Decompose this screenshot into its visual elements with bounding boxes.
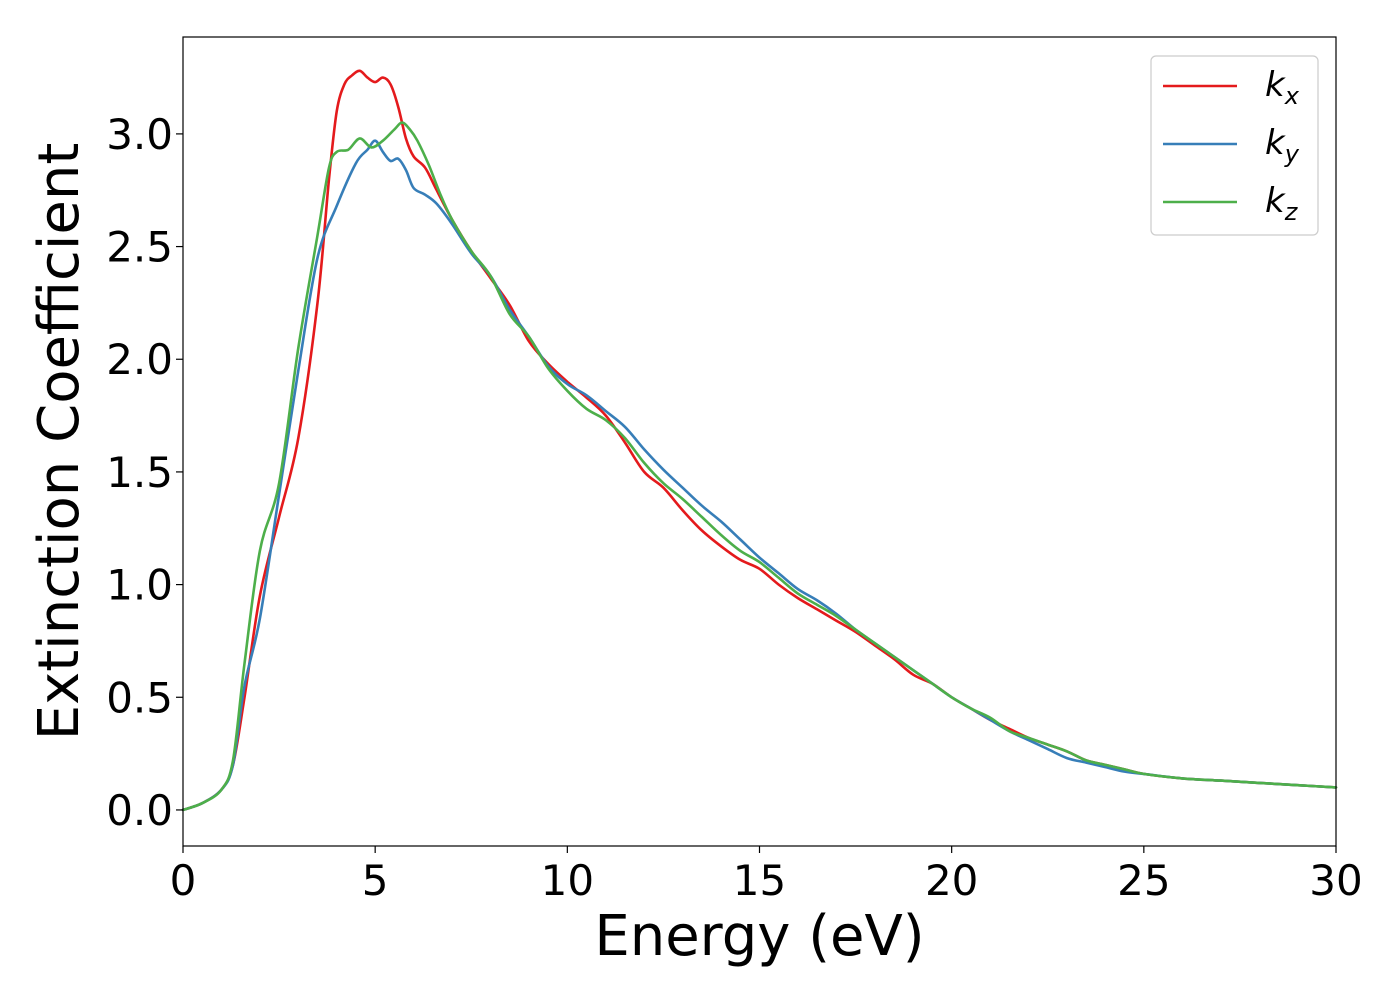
legend-box	[1150, 55, 1319, 236]
y-axis-label: Extinction Coefficient	[27, 143, 92, 741]
x-tick-label: 15	[733, 856, 786, 905]
legend-label-ky: ky	[1265, 123, 1300, 168]
y-tick-label: 2.5	[106, 223, 173, 272]
y-axis: 0.0 0.5 1.0 1.5 2.0 2.5 3.0	[106, 110, 183, 835]
y-tick-label: 3.0	[106, 110, 173, 159]
x-axis: 0 5 10 15 20 25 30	[170, 846, 1363, 905]
x-tick-label: 25	[1117, 856, 1170, 905]
legend-label-kz: kz	[1265, 181, 1299, 226]
y-tick-label: 1.0	[106, 561, 173, 610]
x-tick-label: 30	[1309, 856, 1362, 905]
series-line-kz	[181, 121, 1338, 812]
y-tick-label: 0.5	[106, 673, 173, 722]
x-tick-label: 5	[362, 856, 389, 905]
x-tick-label: 0	[170, 856, 197, 905]
series-line-ky	[181, 139, 1338, 812]
series-layer	[181, 69, 1338, 812]
x-tick-label: 10	[541, 856, 594, 905]
legend-label-kx: kx	[1265, 65, 1300, 110]
x-tick-label: 20	[925, 856, 978, 905]
y-tick-label: 0.0	[106, 786, 173, 835]
y-tick-label: 1.5	[106, 448, 173, 497]
legend: kx ky kz	[1150, 55, 1319, 236]
y-tick-label: 2.0	[106, 335, 173, 384]
x-axis-label: Energy (eV)	[594, 904, 924, 969]
